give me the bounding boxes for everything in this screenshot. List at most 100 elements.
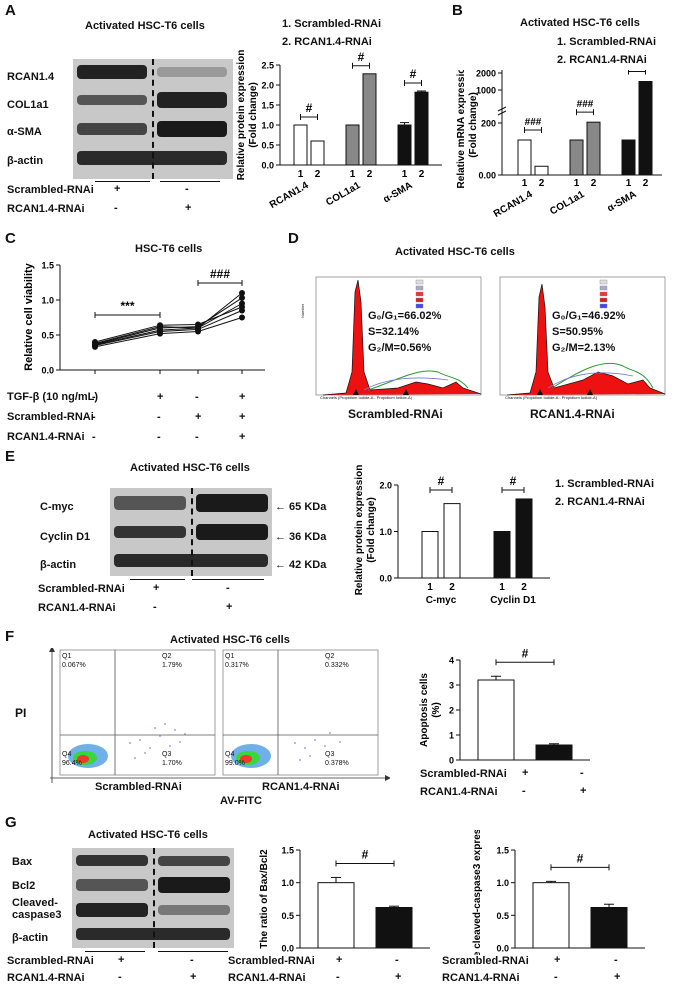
divider [95, 181, 150, 182]
y-axis-label: Relative protein expression [236, 50, 247, 181]
sig-marker: # [410, 67, 417, 81]
x-group-label: α-SMA [382, 180, 415, 205]
sign: - [195, 391, 199, 403]
blot-label-col1a1: COL1a1 [7, 99, 49, 111]
panel-letter-e: E [5, 448, 16, 465]
row-label-scrambled-f: Scrambled-RNAi [420, 768, 507, 780]
cell-cycle-g0-rcan: G₀/G₁=46.92% [552, 310, 626, 322]
chart-g2: 0.0 0.5 1.0 1.5 Relative cleaved-caspase3 ex… [472, 830, 645, 955]
series-line [94, 297, 243, 345]
sign: + [226, 601, 233, 613]
blot-label-bactin: β-actin [7, 155, 44, 167]
y-tick-label: 1.0 [379, 527, 392, 537]
bar [443, 503, 461, 579]
axis-break [497, 106, 507, 112]
axis-label-number-d: Number [300, 303, 305, 318]
x-category-label: 2 [449, 582, 455, 593]
divider [130, 579, 185, 580]
quadrant-label-scr-q4: Q4 96.4% [62, 750, 82, 768]
y-tick-label: 1.5 [41, 261, 54, 271]
cell-cycle-g2-scrambled: G₂/M=0.56% [368, 342, 432, 354]
sig-marker: # [438, 474, 445, 488]
x-group-label: α-SMA [606, 189, 639, 214]
sig-marker: # [577, 851, 584, 865]
sign: + [554, 954, 561, 966]
blot-label-asma: α-SMA [7, 126, 42, 138]
q-value: 0.317% [225, 662, 249, 669]
row-label-tgf: TGF-β (10 ng/mL) [7, 391, 99, 403]
bar [477, 679, 515, 761]
quadrant-label-scr-q1: Q1 0.067% [62, 652, 86, 670]
y-tick-label: 0.0 [261, 161, 274, 171]
sign: - [114, 202, 118, 214]
legend-e-item1: 1. Scrambled-RNAi [555, 478, 655, 490]
q-name: Q2 [325, 653, 335, 660]
y-tick-label: 1.0 [261, 121, 274, 131]
data-point [239, 294, 245, 301]
x-category-label: 1 [522, 178, 528, 189]
x-category-label: 2 [521, 582, 527, 593]
quadrant-label-rcan-q1: Q1 0.317% [225, 652, 249, 670]
sign: + [114, 183, 121, 195]
bar [397, 124, 412, 166]
divider [158, 951, 228, 952]
chart-c: 0.0 0.5 1.0 1.5 Relative cell viability *** ##… [23, 261, 265, 376]
axis-break [497, 110, 507, 116]
q-name: Q1 [62, 653, 72, 660]
q-value: 99.0% [225, 760, 245, 767]
quadrant-label-rcan-q2: Q2 0.332% [325, 652, 349, 670]
y-tick-label: 1.5 [281, 846, 294, 856]
q-name: Q3 [325, 751, 335, 758]
sign: - [522, 785, 526, 797]
blot-label-rcan14: RCAN1.4 [7, 71, 55, 83]
flow-dotplots-f [49, 648, 390, 783]
sign: + [195, 411, 202, 423]
y-tick-label: 2.0 [261, 81, 274, 91]
sign: - [580, 767, 584, 779]
row-label-scrambled-g: Scrambled-RNAi [7, 955, 94, 967]
x-category-label: 2 [643, 178, 649, 189]
x-category-label: 1 [626, 178, 632, 189]
sign: - [157, 431, 161, 443]
axis-label-channels-d2: Channels (Propidium Iodide-A - Propidium… [505, 395, 598, 400]
blot-label-bactin-e: β-actin [40, 559, 77, 571]
sig-marker: # [358, 50, 365, 64]
y-axis-label: (Fold change) [366, 497, 377, 563]
y-tick-label: 1.0 [281, 878, 294, 888]
sign: - [92, 411, 96, 423]
x-group-label: RCAN1.4 [492, 189, 535, 220]
y-tick-label: 2.5 [261, 61, 274, 71]
sign: - [92, 391, 96, 403]
bar [421, 531, 439, 579]
blot-label-cmyc: C-myc [40, 501, 74, 513]
bar [515, 498, 533, 579]
q-name: Q3 [162, 751, 172, 758]
sign: - [157, 411, 161, 423]
x-group-label: C-myc [426, 595, 457, 606]
label-f-scrambled: Scrambled-RNAi [95, 781, 182, 793]
x-category-label: 2 [315, 169, 321, 180]
y-axis-label: Relative mRNA expression [456, 70, 467, 188]
panel-letter-b: B [452, 2, 463, 19]
y-tick-label: 1.5 [261, 101, 274, 111]
q-value: 0.067% [62, 662, 86, 669]
mw-marker-42: ← 42 KDa [275, 559, 327, 571]
bar [535, 744, 573, 761]
panel-letter-a: A [5, 2, 16, 19]
q-value: 1.79% [162, 662, 182, 669]
x-category-label: 1 [298, 169, 304, 180]
axis-label-channels-d1: Channels (Propidium Iodide-A - Propidium… [320, 395, 413, 400]
sign: - [226, 582, 230, 594]
western-blot-e [110, 488, 272, 576]
x-category-label: 1 [402, 169, 408, 180]
flow-x-label-avfitc: AV-FITC [220, 795, 262, 807]
panel-letter-g: G [5, 814, 17, 831]
y-axis-label: Relative protein expression [354, 465, 365, 596]
y-tick-label: 0.0 [281, 944, 294, 954]
bar [375, 906, 413, 949]
sign: + [190, 971, 197, 983]
data-point [195, 321, 201, 328]
bar [586, 121, 601, 176]
divider [160, 181, 220, 182]
quadrant-label-rcan-q4: Q4 99.0% [225, 750, 245, 768]
